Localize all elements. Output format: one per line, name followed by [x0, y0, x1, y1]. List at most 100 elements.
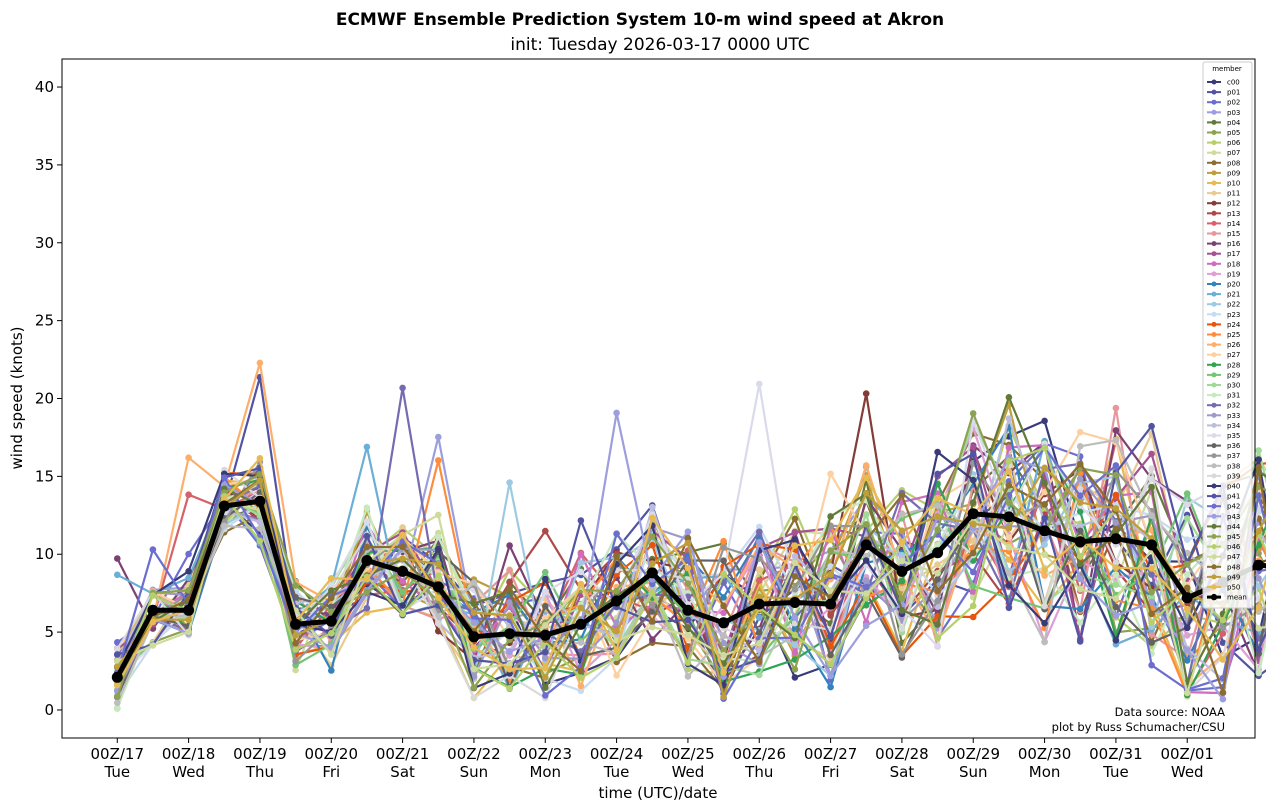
legend-swatch-marker [1211, 402, 1217, 408]
data-point [684, 556, 692, 563]
legend-label-p26: p26 [1227, 341, 1241, 349]
data-point [470, 644, 478, 651]
data-point [363, 504, 371, 512]
legend-swatch-marker [1211, 160, 1217, 166]
data-point [1041, 566, 1048, 574]
data-point [399, 543, 406, 551]
mean-point [932, 547, 944, 559]
mean-point [896, 565, 908, 577]
mean-point [290, 618, 302, 630]
data-point [399, 384, 406, 392]
legend-swatch-marker [1211, 301, 1217, 307]
data-point [756, 523, 763, 531]
data-point [1076, 523, 1084, 530]
data-point [684, 616, 692, 624]
legend-label-p50: p50 [1227, 584, 1240, 592]
data-point [149, 618, 157, 626]
data-point [542, 664, 549, 672]
legend-label-p09: p09 [1227, 169, 1240, 177]
data-point [649, 560, 656, 567]
data-point [1005, 482, 1013, 489]
mean-point [753, 598, 765, 610]
data-point [1076, 605, 1084, 613]
legend-swatch-marker [1211, 220, 1217, 226]
data-point [756, 577, 763, 584]
data-point [791, 559, 799, 567]
data-point [756, 671, 763, 679]
data-point [862, 390, 870, 397]
data-point [292, 632, 299, 639]
x-tick-label-day: Fri [822, 763, 840, 781]
data-point [613, 619, 620, 626]
data-point [1255, 669, 1262, 677]
data-point [149, 546, 157, 553]
data-point [827, 612, 834, 619]
data-point [1112, 603, 1120, 611]
legend-label-mean: mean [1227, 594, 1247, 602]
data-point [185, 568, 192, 575]
data-point [898, 584, 906, 592]
data-point [862, 584, 870, 591]
data-point [1041, 514, 1048, 522]
data-point [1148, 450, 1155, 458]
legend-label-p29: p29 [1227, 371, 1240, 379]
data-point [363, 543, 371, 551]
legend-box [1202, 61, 1253, 609]
data-point [577, 559, 585, 567]
data-point [1112, 564, 1120, 572]
data-point [435, 560, 442, 568]
data-source-note: Data source: NOAA [1115, 705, 1225, 719]
data-point [862, 489, 870, 497]
data-point [114, 663, 121, 671]
data-point [1041, 602, 1048, 610]
data-point [969, 499, 977, 506]
x-tick-label-day: Sat [890, 763, 915, 781]
data-point [1076, 560, 1084, 568]
data-point [577, 687, 585, 695]
legend-swatch-marker [1211, 564, 1217, 570]
data-point [969, 582, 977, 590]
legend-swatch-marker [1211, 261, 1217, 267]
legend-swatch-marker [1211, 79, 1217, 85]
legend-label-p37: p37 [1227, 452, 1240, 460]
data-point [542, 692, 549, 699]
data-point [862, 462, 870, 469]
data-point [1076, 443, 1084, 450]
legend-label-p30: p30 [1227, 382, 1240, 390]
data-point [1112, 637, 1120, 644]
data-point [470, 665, 478, 673]
legend-label-p12: p12 [1227, 200, 1240, 208]
data-point [256, 477, 264, 484]
data-point [256, 359, 264, 367]
data-point [791, 631, 799, 639]
data-point [1255, 624, 1262, 632]
data-point [1148, 512, 1155, 519]
data-point [1255, 492, 1262, 499]
data-point [1183, 689, 1191, 697]
data-point [791, 674, 799, 681]
data-point [435, 511, 442, 519]
data-point [613, 672, 620, 679]
data-point [1076, 585, 1084, 593]
data-point [791, 573, 799, 580]
data-point [827, 513, 834, 520]
data-point [506, 542, 513, 549]
data-point [613, 646, 620, 654]
legend-label-p01: p01 [1227, 89, 1240, 97]
data-point [1041, 417, 1048, 425]
data-point [756, 528, 763, 536]
legend-label-p19: p19 [1227, 270, 1240, 278]
legend-swatch-marker [1211, 89, 1217, 95]
legend-swatch-marker [1211, 574, 1217, 580]
data-point [542, 527, 549, 535]
x-tick-label-time: 00Z/25 [661, 745, 715, 763]
data-point [1148, 593, 1155, 601]
mean-point [111, 671, 123, 683]
data-point [756, 566, 763, 573]
legend-label-p35: p35 [1227, 432, 1240, 440]
data-point [1112, 427, 1120, 434]
data-point [328, 587, 335, 594]
data-point [720, 647, 727, 654]
data-point [1112, 519, 1120, 526]
mean-point [1253, 559, 1265, 571]
